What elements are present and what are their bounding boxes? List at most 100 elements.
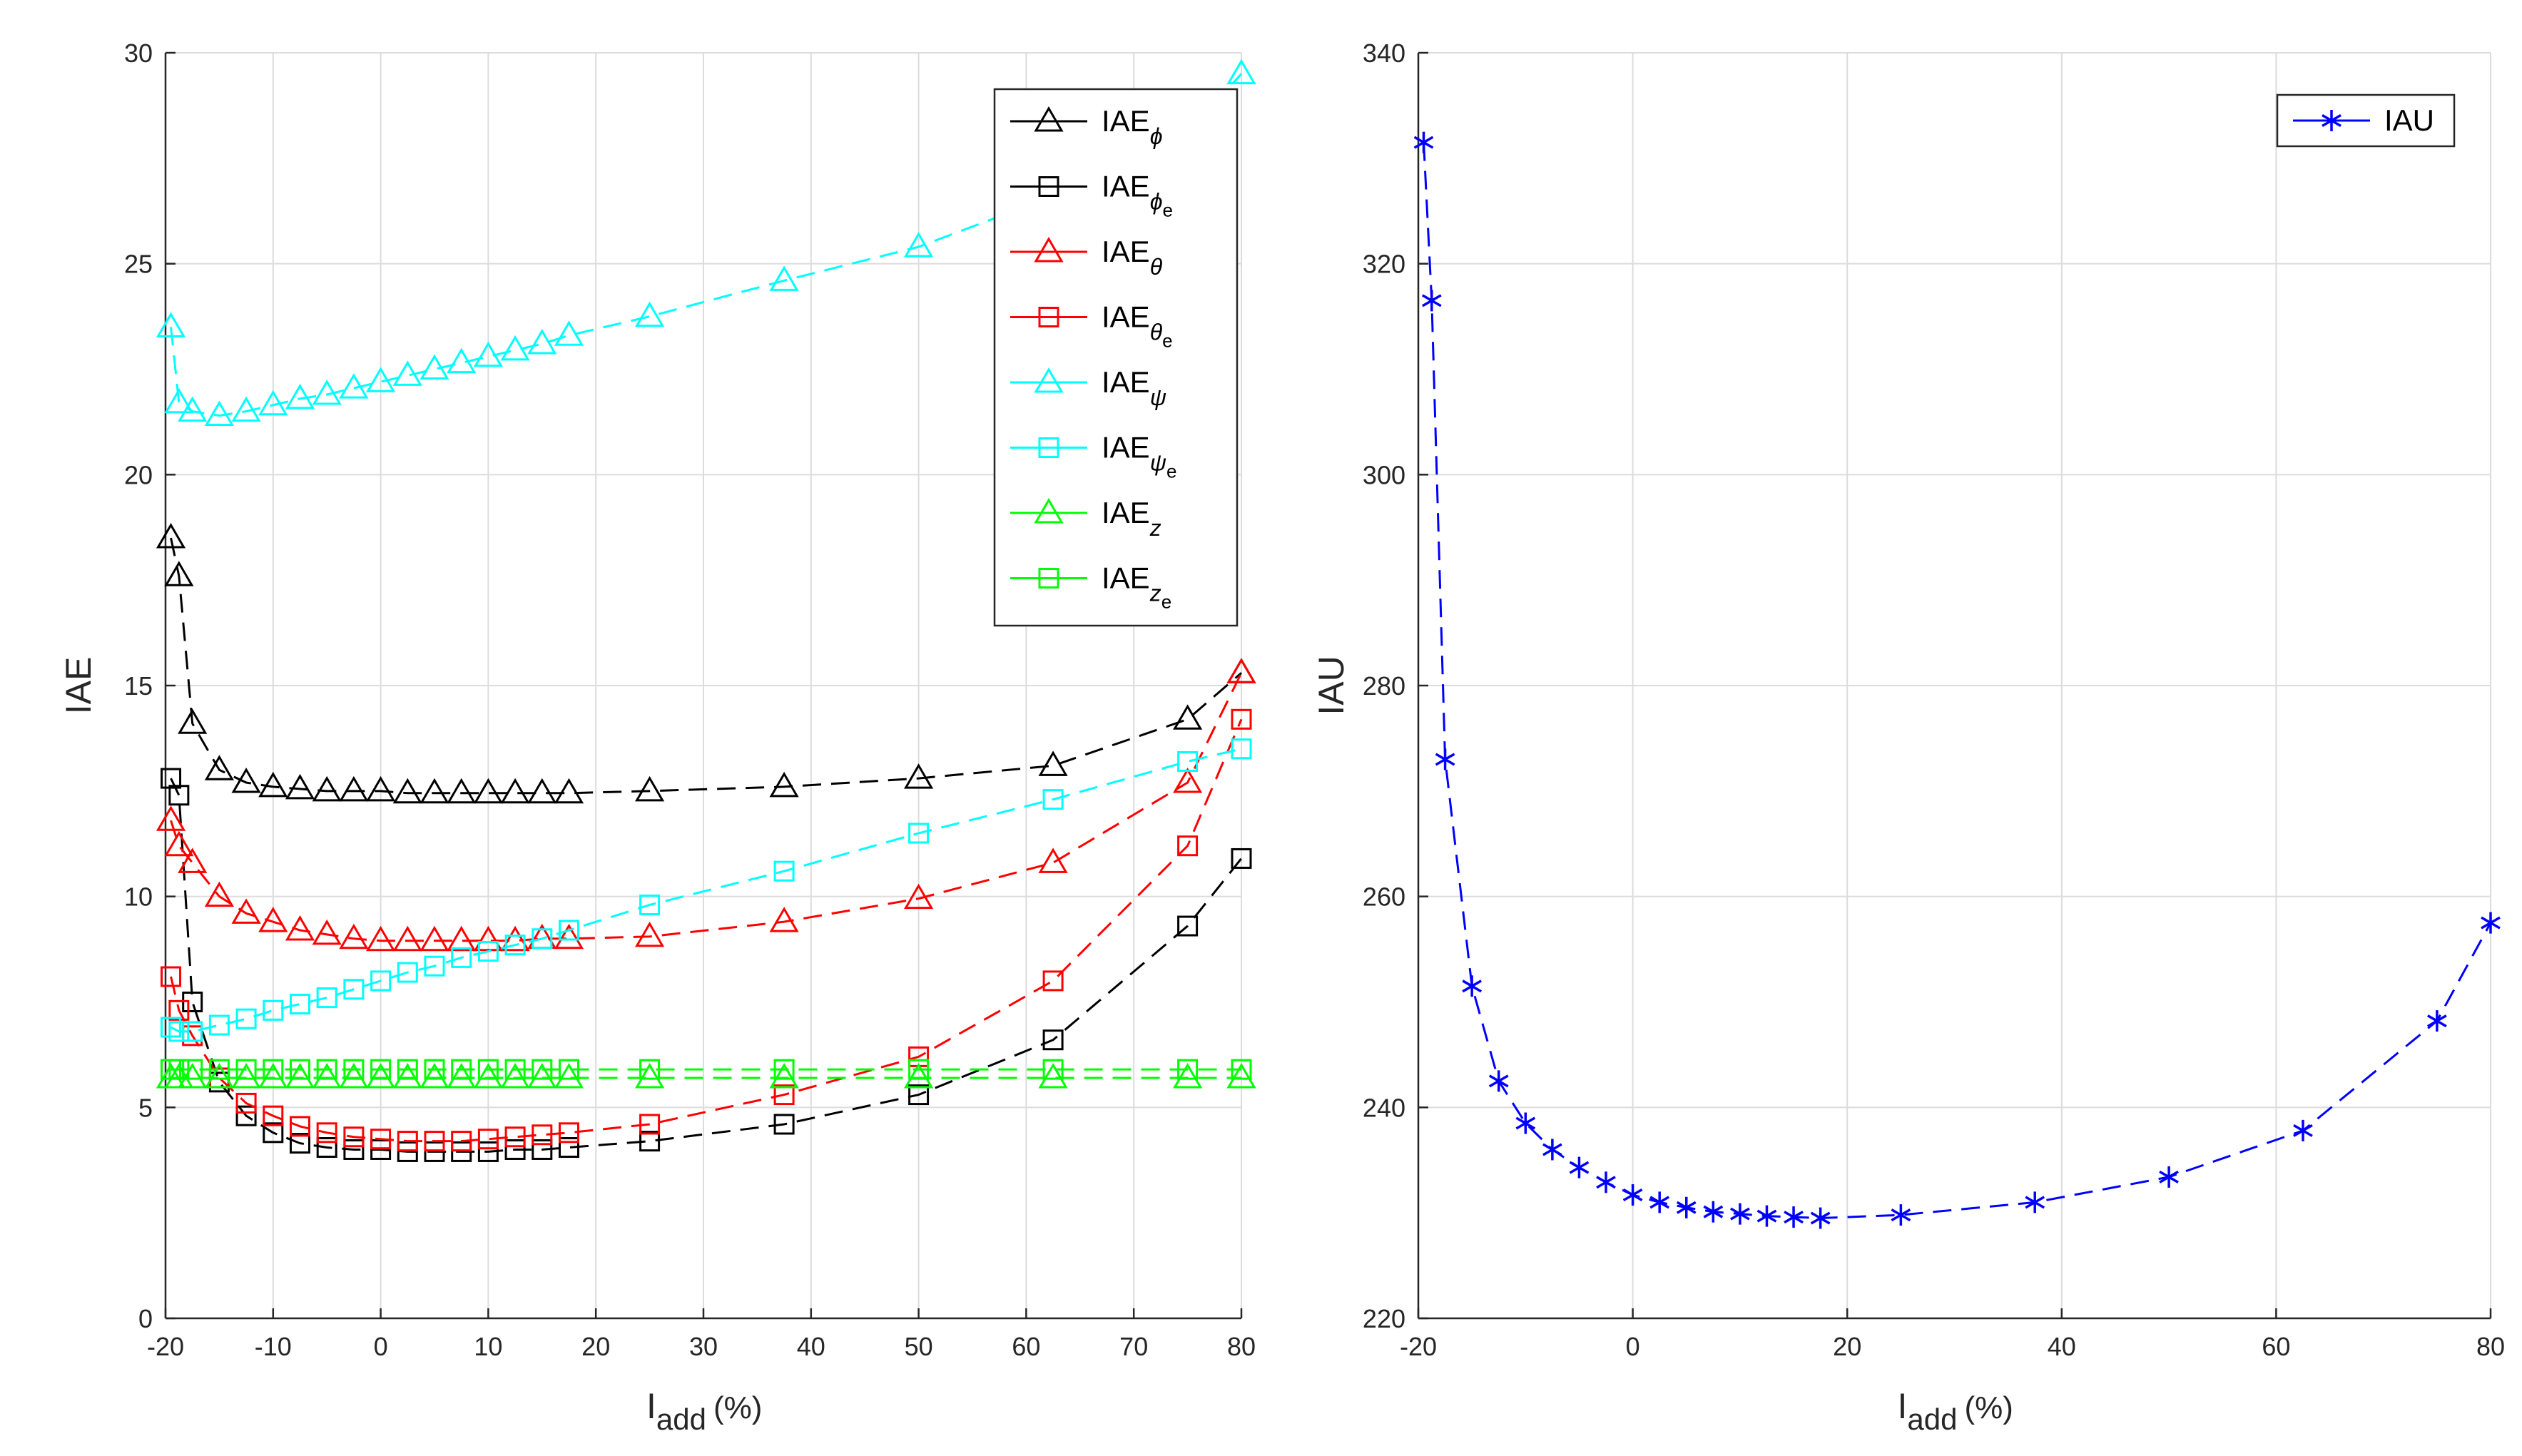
data-point-IAU [2025, 1191, 2045, 1213]
data-point-IAE_theta_e [504, 1126, 526, 1148]
series-IAE_phi_e [161, 768, 1252, 1162]
data-point-IAE_psi_e [773, 860, 795, 882]
data-point-IAE_theta_e [424, 1131, 445, 1152]
data-point-IAE_psi [204, 400, 235, 427]
data-point-IAE_theta [312, 919, 342, 945]
data-point-IAU [2293, 1119, 2313, 1141]
data-point-IAE_theta_e [397, 1131, 418, 1152]
data-point-IAU [1622, 1184, 1643, 1206]
legend-marker-square [1038, 176, 1059, 197]
data-point-IAE_z [527, 1062, 557, 1089]
data-point-IAE_z_e [424, 1059, 445, 1080]
marker-stroke [1488, 1074, 1509, 1088]
legend-label-base: IAE [1102, 170, 1150, 203]
data-point-IAE_phi [473, 778, 504, 804]
data-point-IAE_phi [178, 708, 208, 734]
data-point-IAE_phi_e [316, 1137, 337, 1159]
data-point-IAE_theta_e [290, 1116, 310, 1137]
data-point-IAE_phi [392, 778, 422, 804]
legend-item-IAE_theta: IAEθ [1010, 235, 1163, 280]
data-point-IAE_psi [178, 396, 208, 422]
y-axis-label: IAU [1311, 656, 1351, 715]
series-line-IAE_phi_e [170, 778, 1243, 1153]
legend: IAU [2276, 93, 2456, 148]
data-point-IAE_z_e [182, 1059, 203, 1080]
data-point-IAE_phi_e [908, 1084, 930, 1106]
legend-item-IAE_phi: IAEϕ [1010, 104, 1163, 149]
data-point-IAU [1435, 748, 1455, 770]
data-point-IAE_phi_e [168, 785, 190, 806]
data-point-IAE_phi [231, 768, 261, 793]
legend-label-base: IAU [2384, 103, 2434, 137]
series-line-IAE_theta [170, 672, 1243, 942]
legend-box [993, 88, 1239, 627]
series-line-IAE_psi [170, 73, 1243, 417]
data-point-IAE_theta [156, 805, 186, 831]
data-point-IAE_psi_e [397, 962, 418, 983]
data-point-IAE_phi_e [397, 1141, 418, 1162]
data-point-IAE_theta_e [477, 1129, 499, 1150]
y-tick-label: 300 [1363, 460, 1405, 489]
legend-label-sub: θ [1150, 320, 1163, 345]
data-point-IAU [1462, 975, 1483, 997]
chart-1: -20 -10 0 10 20 30 40 50 60 70 80 0 5 10 15 20 25 30 IAE Ia… [59, 39, 1256, 1436]
legend-label: IAEθ [1102, 235, 1163, 280]
data-point-IAE_z_e [1177, 1059, 1199, 1080]
data-point-IAE_z_e [504, 1059, 526, 1080]
data-point-IAE_phi [634, 775, 665, 802]
data-point-IAE_z [392, 1062, 422, 1089]
data-point-IAE_theta [339, 923, 369, 950]
data-point-IAE_z [231, 1062, 261, 1089]
data-point-IAE_phi [339, 775, 369, 802]
data-point-IAE_theta [500, 925, 530, 952]
x-tick-label: 80 [1227, 1332, 1256, 1361]
marker-stroke [2159, 1170, 2179, 1183]
data-point-IAE_psi [1226, 58, 1256, 85]
legend-label-base: IAE [1102, 104, 1150, 138]
data-point-IAE_theta_e [343, 1126, 365, 1148]
data-point-IAE_z [769, 1062, 799, 1089]
data-point-IAE_psi [769, 265, 799, 291]
data-point-IAU [1596, 1171, 1616, 1193]
legend-label-sub: θ [1150, 254, 1163, 280]
data-point-IAE_z_e [773, 1059, 795, 1080]
data-point-IAE_theta [258, 907, 288, 932]
legend-label: IAEθe [1102, 300, 1173, 352]
legend-marker-square [1038, 307, 1059, 327]
x-tick-label: 70 [1119, 1332, 1148, 1361]
legend-item-IAE_theta_e: IAEθe [1010, 300, 1173, 352]
y-tick-label: 15 [124, 671, 153, 701]
data-point-IAE_z_e [1042, 1059, 1064, 1080]
data-point-IAU [2426, 1010, 2447, 1032]
legend-marker-triangle [1034, 237, 1064, 263]
x-tick-label: 40 [797, 1332, 825, 1361]
data-point-IAE_z_e [908, 1059, 930, 1080]
data-point-IAE_theta_e [532, 1124, 553, 1146]
data-point-IAU [1730, 1203, 1750, 1225]
legend-label-base: IAE [1102, 300, 1150, 334]
legend-label: IAEψ [1102, 365, 1166, 410]
data-point-IAE_psi [258, 390, 288, 416]
data-point-IAE_z_e [343, 1059, 365, 1080]
legend-label-sub: z [1149, 515, 1161, 541]
data-point-IAE_theta_e [235, 1092, 257, 1114]
data-point-IAE_theta [447, 925, 477, 952]
data-point-IAU [1649, 1191, 1670, 1213]
marker-stroke [1462, 979, 1483, 993]
marker-stroke [1891, 1208, 1911, 1222]
marker-stroke [1622, 1188, 1643, 1202]
data-point-IAE_psi_e [290, 993, 310, 1014]
data-point-IAE_theta [204, 881, 235, 907]
marker-stroke [1569, 1161, 1590, 1174]
data-point-IAE_theta [769, 907, 799, 932]
data-point-IAE_psi_e [1231, 738, 1252, 760]
legend-marker-triangle [1034, 367, 1064, 393]
data-point-IAE_z [204, 1062, 235, 1089]
data-point-IAE_theta [164, 830, 194, 857]
data-point-IAE_theta [1038, 847, 1068, 873]
legend-label: IAU [2384, 103, 2434, 137]
marker-stroke [1435, 753, 1455, 766]
legend-label: IAEz [1102, 496, 1161, 541]
x-tick-label: 60 [1012, 1332, 1040, 1361]
